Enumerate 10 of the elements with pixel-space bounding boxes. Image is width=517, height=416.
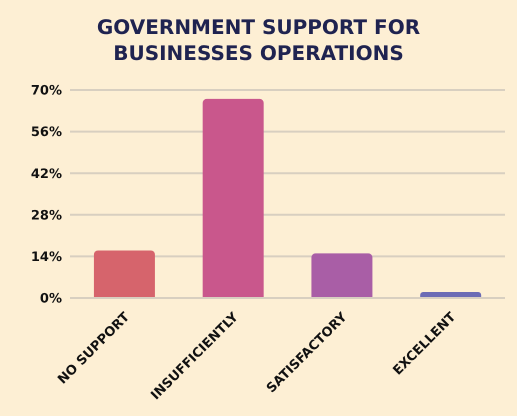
y-tick-label: 14% bbox=[30, 250, 62, 266]
y-tick-label: 42% bbox=[30, 166, 62, 182]
y-tick-label: 70% bbox=[30, 84, 62, 99]
y-tick-label: 56% bbox=[30, 125, 62, 140]
y-tick-label: 0% bbox=[40, 292, 62, 307]
chart-title: GOVERNMENT SUPPORT FOR BUSINESSES OPERATIONS bbox=[96, 14, 422, 66]
bar bbox=[202, 98, 264, 298]
bar bbox=[94, 250, 155, 298]
bar bbox=[311, 253, 372, 298]
y-tick-label: 28% bbox=[30, 208, 62, 224]
